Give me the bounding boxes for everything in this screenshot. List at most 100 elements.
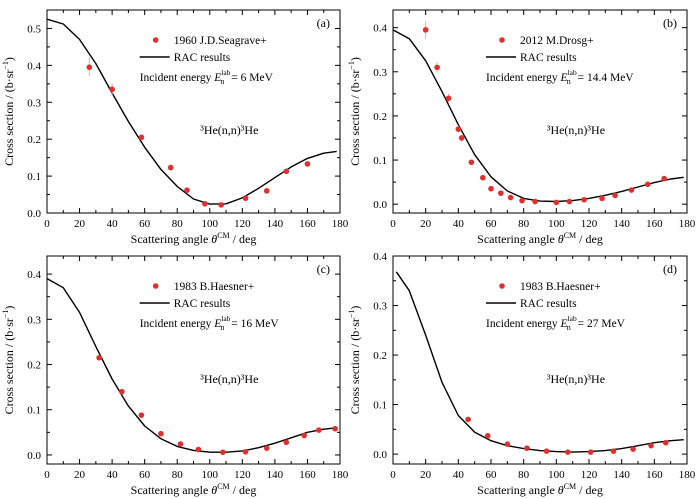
panel-label: (b) xyxy=(663,16,677,30)
legend-label: 1983 B.Haesner+ xyxy=(174,281,255,293)
data-point xyxy=(242,195,249,202)
x-tick-label: 0 xyxy=(390,218,396,230)
data-point xyxy=(553,199,560,206)
data-point xyxy=(445,95,452,102)
legend-label: RAC results xyxy=(520,298,577,310)
x-tick-label: 140 xyxy=(267,218,284,230)
y-tick-label: 0.3 xyxy=(27,314,41,326)
legend-label: 1983 B.Haesner+ xyxy=(520,281,601,293)
x-axis-title: Scattering angle θCM / deg xyxy=(131,482,257,497)
data-point xyxy=(507,194,514,201)
y-tick-label: 0.1 xyxy=(27,171,41,183)
data-point xyxy=(465,416,471,423)
data-point xyxy=(301,432,307,439)
x-tick-label: 180 xyxy=(332,469,349,481)
reaction-label: ³He(n,n)³He xyxy=(200,123,258,137)
y-tick-label: 0.4 xyxy=(27,269,41,281)
data-point xyxy=(86,64,93,71)
x-tick-label: 100 xyxy=(548,218,565,230)
x-tick-label: 100 xyxy=(202,469,219,481)
data-point xyxy=(504,441,511,447)
data-point xyxy=(662,439,669,446)
data-point xyxy=(138,412,145,418)
panel-label: (d) xyxy=(663,262,677,276)
data-point xyxy=(498,190,504,196)
y-tick-label: 0.4 xyxy=(27,60,41,72)
x-tick-label: 140 xyxy=(267,469,284,481)
data-point xyxy=(177,441,184,447)
y-tick-label: 0.2 xyxy=(373,111,387,123)
y-tick-label: 0.1 xyxy=(373,400,387,412)
panel-label: (c) xyxy=(317,262,330,276)
y-tick-label: 0.3 xyxy=(373,67,387,79)
x-tick-label: 40 xyxy=(107,469,119,481)
x-tick-label: 20 xyxy=(420,469,432,481)
x-tick-label: 120 xyxy=(581,469,598,481)
data-point xyxy=(484,432,491,439)
data-point xyxy=(524,445,530,451)
x-tick-label: 0 xyxy=(44,218,50,230)
x-tick-label: 160 xyxy=(646,218,663,230)
x-tick-label: 100 xyxy=(548,469,565,481)
energy-annotation: Incident energy Elab n = 27 MeV xyxy=(486,314,626,332)
data-point xyxy=(628,187,635,193)
x-axis-title: Scattering angle θCM / deg xyxy=(477,482,603,497)
x-tick-label: 0 xyxy=(390,469,396,481)
data-point xyxy=(242,448,249,455)
data-point xyxy=(332,425,338,432)
data-point xyxy=(283,168,290,175)
y-tick-label: 0.2 xyxy=(27,360,41,372)
data-point xyxy=(316,427,322,433)
data-point xyxy=(645,181,651,188)
data-point xyxy=(581,196,587,203)
y-tick-label: 0.0 xyxy=(373,199,387,211)
y-axis-title: Cross section / (b·sr−1) xyxy=(1,306,16,415)
y-axis-title: Cross section / (b·sr−1) xyxy=(347,57,362,166)
data-point xyxy=(630,446,636,452)
energy-annotation: Incident energy Elab n = 6 MeV xyxy=(140,68,274,86)
x-tick-label: 60 xyxy=(139,218,151,230)
data-point xyxy=(184,187,190,193)
x-tick-label: 120 xyxy=(581,218,598,230)
reaction-label: ³He(n,n)³He xyxy=(547,123,605,137)
x-tick-label: 40 xyxy=(453,218,465,230)
data-point xyxy=(488,185,494,192)
data-point xyxy=(422,27,429,33)
data-point xyxy=(599,195,605,202)
x-tick-label: 20 xyxy=(420,218,432,230)
data-point xyxy=(263,188,270,194)
legend-label: RAC results xyxy=(520,52,577,64)
data-point xyxy=(167,164,174,171)
data-point xyxy=(532,198,538,205)
data-point xyxy=(109,86,115,93)
legend-marker xyxy=(152,37,159,43)
data-point xyxy=(218,202,224,208)
y-tick-label: 0.3 xyxy=(27,97,41,109)
x-tick-label: 60 xyxy=(139,469,151,481)
data-point xyxy=(202,200,208,207)
y-tick-label: 0.4 xyxy=(373,23,387,35)
x-tick-label: 80 xyxy=(518,218,530,230)
x-tick-label: 40 xyxy=(453,469,465,481)
x-tick-label: 180 xyxy=(679,218,696,230)
y-tick-label: 0.1 xyxy=(27,405,41,417)
x-tick-label: 140 xyxy=(613,218,630,230)
legend-label: 1960 J.D.Seagrave+ xyxy=(174,35,267,47)
y-tick-label: 0.2 xyxy=(373,350,387,362)
y-tick-label: 0.0 xyxy=(373,449,387,461)
data-point xyxy=(220,449,226,456)
x-tick-label: 80 xyxy=(518,469,530,481)
x-tick-label: 0 xyxy=(44,469,50,481)
x-tick-label: 160 xyxy=(646,469,663,481)
data-point xyxy=(610,448,617,454)
legend-label: 2012 M.Drosg+ xyxy=(520,35,594,47)
data-point xyxy=(304,161,311,167)
reaction-label: ³He(n,n)³He xyxy=(200,372,258,386)
y-tick-label: 0.3 xyxy=(373,301,387,313)
data-point xyxy=(543,448,550,454)
data-point xyxy=(263,445,270,451)
x-tick-label: 160 xyxy=(299,218,316,230)
data-point xyxy=(648,442,654,449)
panel-d: 0 20 40 60 80 100 120 140 160 180 0.0 0.1 0.2 0.3 0.4 S… xyxy=(347,251,696,497)
